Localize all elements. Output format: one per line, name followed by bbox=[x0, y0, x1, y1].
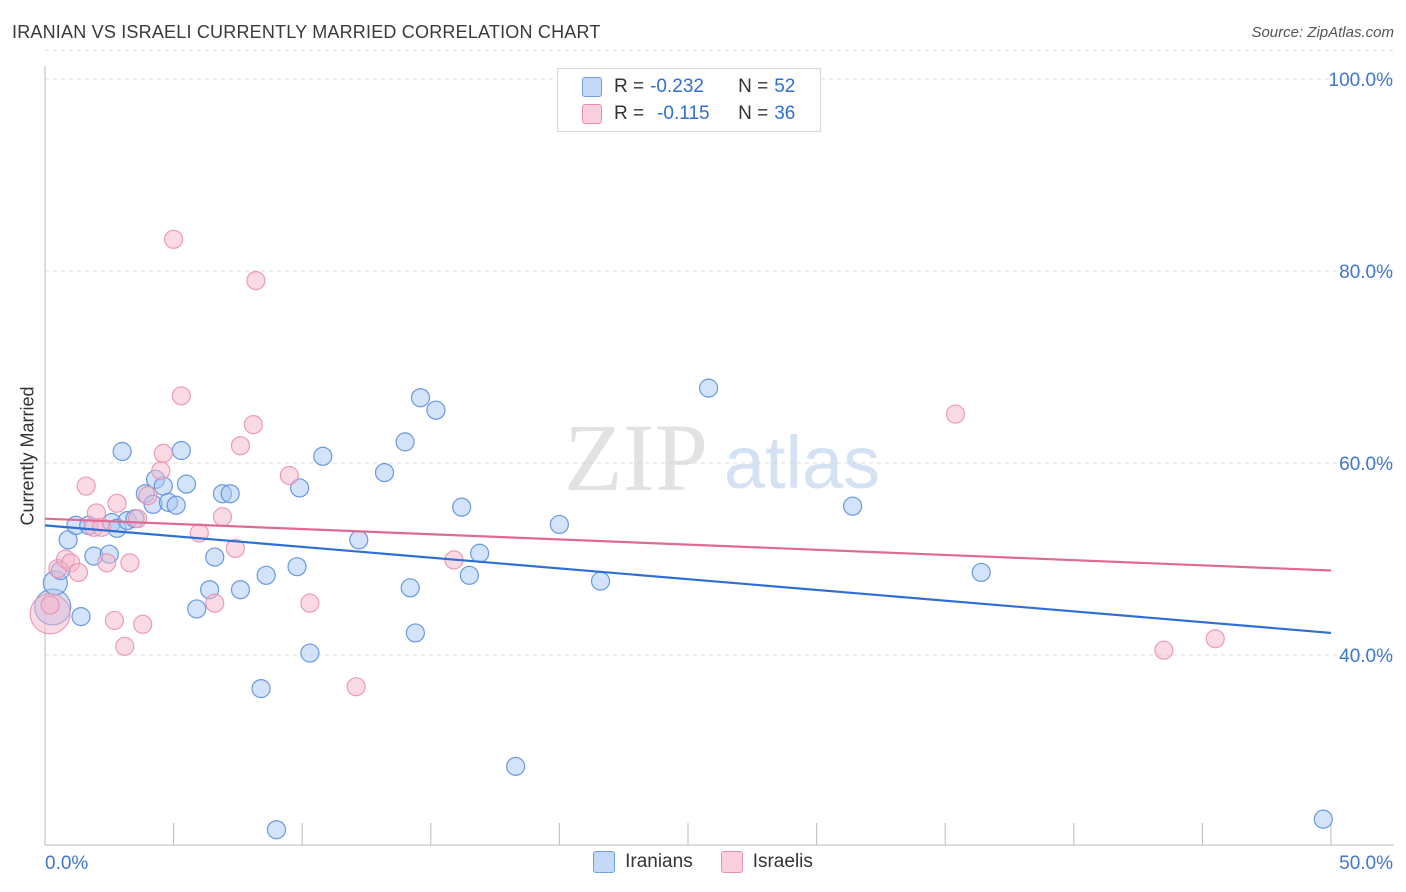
data-point-iranians bbox=[166, 495, 186, 515]
data-point-israelis bbox=[225, 538, 245, 559]
data-point-iranians bbox=[426, 400, 446, 420]
y-tick-label: 60.0% bbox=[1339, 454, 1393, 475]
data-point-iranians bbox=[971, 562, 991, 583]
legend-row-israelis: R = -0.115 N = 36 bbox=[582, 101, 795, 127]
data-point-iranians bbox=[405, 623, 425, 643]
data-point-iranians bbox=[843, 496, 863, 516]
trend-line-iranians bbox=[44, 524, 1332, 635]
data-point-israelis bbox=[115, 636, 135, 656]
x-tick-label: 0.0% bbox=[45, 853, 88, 874]
legend-label-iranians: Iranians bbox=[625, 851, 693, 872]
data-point-iranians bbox=[251, 678, 271, 699]
data-point-iranians bbox=[395, 432, 415, 452]
y-tick-label: 40.0% bbox=[1339, 646, 1393, 667]
data-point-iranians bbox=[266, 820, 287, 840]
legend-swatch-iranians bbox=[593, 851, 616, 873]
data-point-israelis bbox=[945, 404, 966, 424]
data-point-iranians bbox=[187, 599, 207, 619]
data-point-iranians bbox=[256, 565, 276, 585]
data-point-iranians bbox=[287, 557, 307, 577]
legend-n-value: 52 bbox=[774, 76, 796, 97]
data-point-iranians bbox=[506, 756, 526, 776]
data-point-israelis bbox=[171, 386, 191, 406]
data-point-israelis bbox=[346, 677, 366, 697]
data-point-iranians bbox=[410, 388, 431, 408]
data-point-israelis bbox=[104, 610, 125, 631]
legend-item-israelis[interactable]: Israelis bbox=[720, 851, 813, 873]
data-point-iranians bbox=[176, 474, 197, 494]
stats-legend: R = -0.232 N = 52 R = -0.115 N = 36 bbox=[557, 68, 821, 132]
y-tick-label: 100.0% bbox=[1329, 70, 1394, 91]
data-point-israelis bbox=[133, 614, 153, 634]
data-point-israelis bbox=[127, 509, 148, 529]
data-point-israelis bbox=[97, 553, 117, 573]
series-israelis bbox=[29, 229, 1225, 697]
watermark-zip: ZIP bbox=[564, 404, 708, 511]
legend-r-label: R = bbox=[614, 76, 645, 97]
data-point-iranians bbox=[698, 378, 719, 398]
data-point-iranians bbox=[71, 606, 91, 627]
data-point-iranians bbox=[230, 580, 251, 600]
data-point-israelis bbox=[107, 493, 127, 513]
data-point-iranians bbox=[300, 643, 320, 663]
legend-r-value: -0.115 bbox=[657, 103, 710, 124]
data-point-israelis bbox=[212, 507, 233, 527]
data-point-iranians bbox=[590, 571, 611, 591]
data-point-iranians bbox=[470, 543, 490, 563]
data-point-israelis bbox=[91, 517, 112, 537]
data-point-iranians bbox=[452, 497, 472, 517]
data-point-israelis bbox=[205, 593, 225, 613]
data-point-iranians bbox=[459, 565, 479, 585]
series-legend: Iranians Israelis bbox=[0, 851, 1406, 873]
legend-r-value: -0.232 bbox=[650, 76, 704, 97]
legend-n-label: N = bbox=[738, 76, 769, 97]
data-point-iranians bbox=[1313, 809, 1333, 829]
data-point-israelis bbox=[243, 415, 263, 435]
legend-swatch-israelis bbox=[720, 851, 743, 873]
data-point-israelis bbox=[279, 465, 299, 486]
source-credit: Source: ZipAtlas.com bbox=[1251, 24, 1394, 41]
data-point-israelis bbox=[153, 443, 173, 463]
data-point-iranians bbox=[313, 446, 333, 466]
data-point-israelis bbox=[164, 229, 184, 249]
y-tick-label: 80.0% bbox=[1339, 262, 1393, 283]
trend-line-israelis bbox=[44, 517, 1332, 572]
legend-swatch-israelis bbox=[582, 104, 602, 124]
legend-r-label: R = bbox=[614, 103, 645, 124]
data-point-iranians bbox=[349, 530, 369, 550]
data-point-israelis bbox=[120, 553, 140, 573]
watermark-atlas: atlas bbox=[724, 421, 880, 504]
data-point-israelis bbox=[68, 562, 89, 583]
x-tick-label: 50.0% bbox=[1339, 853, 1393, 874]
legend-item-iranians[interactable]: Iranians bbox=[593, 851, 693, 873]
data-point-israelis bbox=[1205, 629, 1225, 649]
y-axis-label: Currently Married bbox=[17, 386, 38, 526]
data-point-iranians bbox=[400, 578, 420, 598]
data-point-israelis bbox=[138, 486, 158, 506]
data-point-israelis bbox=[246, 271, 266, 291]
data-point-iranians bbox=[112, 441, 132, 462]
data-point-israelis bbox=[40, 595, 60, 615]
legend-n-value: 36 bbox=[774, 103, 796, 124]
data-point-iranians bbox=[205, 547, 225, 567]
legend-row-iranians: R = -0.232 N = 52 bbox=[582, 74, 795, 100]
data-point-israelis bbox=[1154, 640, 1174, 660]
chart-title: IRANIAN VS ISRAELI CURRENTLY MARRIED COR… bbox=[12, 22, 601, 42]
data-point-israelis bbox=[151, 461, 171, 481]
data-point-israelis bbox=[230, 436, 251, 456]
data-point-israelis bbox=[300, 593, 320, 613]
legend-n-label: N = bbox=[738, 103, 769, 124]
data-point-iranians bbox=[549, 514, 570, 535]
data-point-iranians bbox=[374, 463, 395, 483]
data-point-iranians bbox=[290, 478, 310, 498]
data-point-israelis bbox=[76, 476, 96, 496]
axes bbox=[44, 66, 1394, 846]
legend-swatch-iranians bbox=[582, 77, 602, 97]
legend-label-israelis: Israelis bbox=[752, 851, 813, 872]
series-iranians bbox=[34, 378, 1333, 840]
data-point-iranians bbox=[171, 440, 191, 461]
data-point-iranians bbox=[220, 484, 240, 504]
